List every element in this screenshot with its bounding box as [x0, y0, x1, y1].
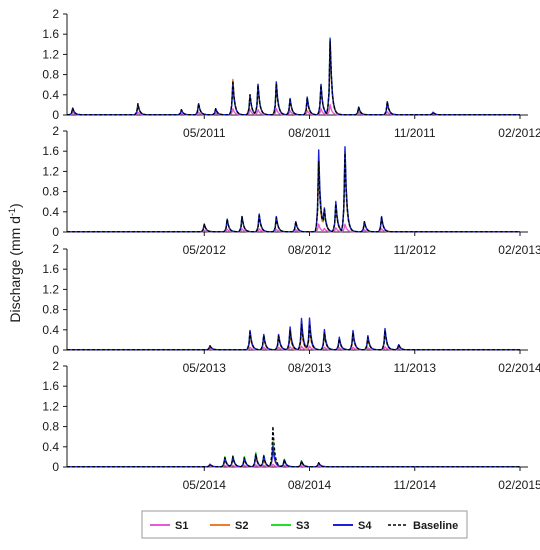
y-tick-label: 0.4 — [42, 323, 59, 337]
y-tick-label: 1.2 — [42, 282, 59, 296]
x-tick-label: 02/2012 — [498, 126, 540, 140]
chart-panels: 0 0.4 0.8 1.2 1.6 2 05/2011 08/2011 11/2011 02/20… — [42, 7, 540, 492]
y-axis-label: Discharge (mm d-1) — [7, 203, 23, 322]
x-tick-label: 08/2011 — [288, 126, 331, 140]
y-tick-label: 0 — [52, 343, 59, 357]
series-line-s2 — [67, 160, 520, 233]
y-tick-label: 0.8 — [42, 303, 59, 317]
x-tick-label: 11/2011 — [394, 126, 436, 140]
series-line-s4 — [67, 146, 520, 233]
y-tick-label: 0.8 — [42, 420, 59, 434]
y-tick-label: 0.4 — [42, 88, 59, 102]
legend-label: S2 — [235, 520, 248, 532]
x-tick-label: 08/2014 — [288, 478, 332, 492]
series-line-s4 — [67, 317, 520, 351]
y-tick-label: 1.2 — [42, 164, 59, 178]
y-tick-label: 0.8 — [42, 185, 59, 199]
y-tick-label: 2 — [52, 242, 59, 256]
series-line-s3 — [67, 150, 520, 233]
y-tick-label: 0 — [52, 225, 59, 239]
y-tick-label: 0.8 — [42, 68, 59, 82]
legend-item-baseline: Baseline — [388, 520, 458, 532]
y-tick-label: 1.6 — [42, 27, 59, 41]
x-tick-label: 08/2012 — [288, 243, 332, 257]
y-tick-label: 0 — [52, 460, 59, 474]
chart-legend: S1 S2 S3 S4 Baseline — [141, 510, 468, 539]
y-tick-label: 1.6 — [42, 379, 59, 393]
legend-item-s3: S3 — [271, 520, 309, 532]
y-axis-label-close: ) — [7, 203, 23, 208]
x-tick-label: 05/2012 — [183, 243, 227, 257]
series-line-baseline — [67, 425, 520, 468]
y-tick-label: 0.4 — [42, 440, 59, 454]
x-tick-label: 08/2013 — [288, 361, 332, 375]
legend-label: S3 — [296, 520, 309, 532]
panel-2012: 0 0.4 0.8 1.2 1.6 2 05/2012 08/2012 11/2012 02/20… — [42, 124, 540, 257]
series-line-s2 — [67, 448, 520, 468]
legend-label: S1 — [175, 520, 188, 532]
legend-item-s2: S2 — [210, 520, 248, 532]
y-tick-label: 0.4 — [42, 205, 59, 219]
y-tick-label: 2 — [52, 124, 59, 138]
series-line-s4 — [67, 445, 520, 468]
y-tick-label: 1.2 — [42, 399, 59, 413]
y-tick-label: 1.6 — [42, 262, 59, 276]
legend-item-s1: S1 — [150, 520, 188, 532]
y-axis-label-superscript: -1 — [7, 208, 17, 216]
x-tick-label: 02/2015 — [498, 478, 540, 492]
x-tick-label: 11/2012 — [394, 243, 437, 257]
x-tick-label: 11/2013 — [394, 361, 437, 375]
y-axis-label-text: Discharge (mm d — [7, 216, 23, 323]
y-tick-label: 1.2 — [42, 47, 59, 61]
panel-2013: 0 0.4 0.8 1.2 1.6 2 05/2013 08/2013 11/2013 02/20… — [42, 242, 540, 375]
legend-frame — [141, 510, 468, 539]
y-tick-label: 2 — [52, 7, 59, 21]
x-tick-label: 05/2011 — [183, 126, 226, 140]
series-line-baseline — [67, 152, 520, 233]
series-line-s3 — [67, 37, 520, 116]
x-tick-label: 02/2013 — [498, 243, 540, 257]
series-line-s3 — [67, 440, 520, 468]
x-tick-label: 05/2014 — [183, 478, 227, 492]
y-tick-label: 2 — [52, 359, 59, 373]
x-tick-label: 05/2013 — [183, 361, 227, 375]
x-tick-label: 11/2014 — [394, 478, 437, 492]
legend-item-s4: S4 — [333, 520, 372, 532]
series-line-s2 — [67, 48, 520, 116]
panel-2011: 0 0.4 0.8 1.2 1.6 2 05/2011 08/2011 11/2011 02/20… — [42, 7, 540, 140]
legend-label: S4 — [358, 520, 372, 532]
series-line-baseline — [67, 323, 520, 351]
x-tick-label: 02/2014 — [498, 361, 540, 375]
series-line-s4 — [67, 38, 520, 116]
series-line-baseline — [67, 40, 520, 116]
y-tick-label: 0 — [52, 108, 59, 122]
y-tick-label: 1.6 — [42, 144, 59, 158]
panel-2014: 0 0.4 0.8 1.2 1.6 2 05/2014 08/2014 11/2014 02/20… — [42, 359, 540, 492]
legend-label: Baseline — [413, 520, 458, 532]
